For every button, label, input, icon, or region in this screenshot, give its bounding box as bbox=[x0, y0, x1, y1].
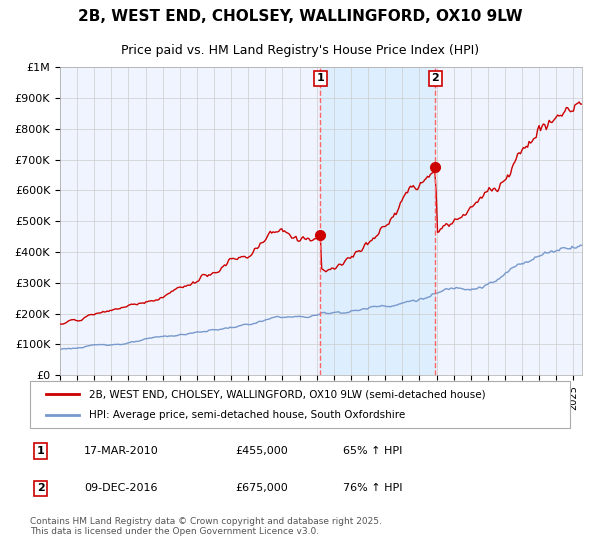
Text: 2B, WEST END, CHOLSEY, WALLINGFORD, OX10 9LW: 2B, WEST END, CHOLSEY, WALLINGFORD, OX10… bbox=[77, 10, 523, 24]
Text: HPI: Average price, semi-detached house, South Oxfordshire: HPI: Average price, semi-detached house,… bbox=[89, 410, 406, 420]
Text: £675,000: £675,000 bbox=[235, 483, 288, 493]
Text: 09-DEC-2016: 09-DEC-2016 bbox=[84, 483, 157, 493]
FancyBboxPatch shape bbox=[30, 381, 570, 428]
Text: £455,000: £455,000 bbox=[235, 446, 288, 456]
Text: Price paid vs. HM Land Registry's House Price Index (HPI): Price paid vs. HM Land Registry's House … bbox=[121, 44, 479, 57]
Text: 2: 2 bbox=[37, 483, 44, 493]
Text: 17-MAR-2010: 17-MAR-2010 bbox=[84, 446, 159, 456]
Text: 1: 1 bbox=[316, 73, 324, 83]
Text: 65% ↑ HPI: 65% ↑ HPI bbox=[343, 446, 403, 456]
Text: 2B, WEST END, CHOLSEY, WALLINGFORD, OX10 9LW (semi-detached house): 2B, WEST END, CHOLSEY, WALLINGFORD, OX10… bbox=[89, 389, 486, 399]
Bar bbox=[320, 67, 436, 375]
Text: 76% ↑ HPI: 76% ↑ HPI bbox=[343, 483, 403, 493]
Text: Contains HM Land Registry data © Crown copyright and database right 2025.
This d: Contains HM Land Registry data © Crown c… bbox=[30, 517, 382, 536]
Text: 2: 2 bbox=[431, 73, 439, 83]
Text: 1: 1 bbox=[37, 446, 44, 456]
